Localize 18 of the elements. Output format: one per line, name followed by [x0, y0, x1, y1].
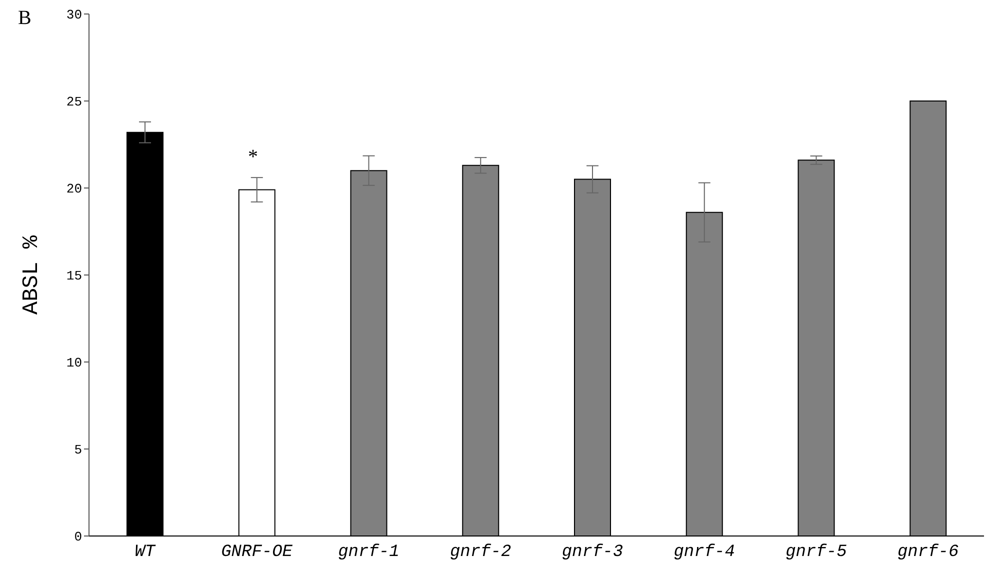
- annotation: *: [248, 146, 258, 168]
- text: B: [18, 7, 32, 29]
- x-tick-label: gnrf-2: [450, 543, 512, 562]
- x-tick-label: gnrf-4: [674, 543, 735, 562]
- x-tick-label: gnrf-5: [786, 543, 847, 562]
- y-axis-title: ABSL %: [18, 234, 44, 315]
- x-tick-label: WT: [134, 543, 156, 562]
- y-tick-label: 10: [66, 356, 82, 371]
- y-tick-label: 15: [66, 268, 82, 284]
- x-tick-label: gnrf-6: [897, 543, 959, 562]
- x-tick-label: gnrf-1: [338, 543, 400, 562]
- y-tick-label: 0: [74, 530, 82, 545]
- y-tick-label: 20: [66, 182, 82, 197]
- y-tick-label: 30: [66, 8, 82, 23]
- y-tick-label: 5: [74, 442, 82, 458]
- x-tick-label: gnrf-3: [562, 543, 624, 562]
- y-tick-label: 25: [66, 94, 82, 110]
- x-tick-label: GNRF-OE: [221, 543, 294, 562]
